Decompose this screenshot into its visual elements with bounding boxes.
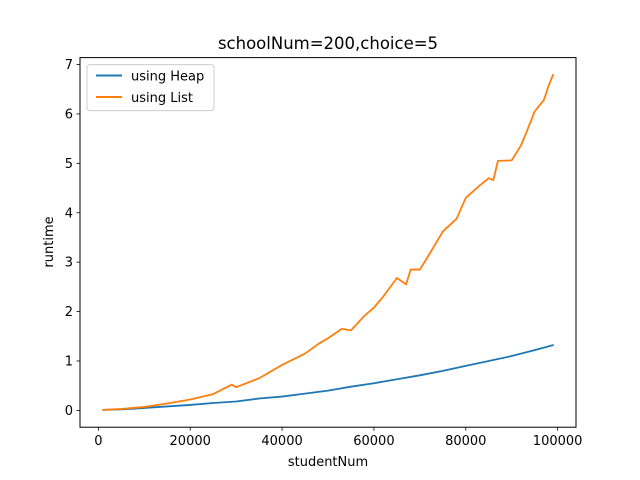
y-tick-label: 0: [65, 404, 73, 419]
y-tick-label: 5: [65, 157, 73, 172]
series-layer: [102, 73, 554, 411]
x-tick-label: 80000: [445, 434, 486, 449]
y-tick-label: 6: [65, 107, 73, 122]
legend: using Heap using List: [86, 64, 215, 112]
x-tick-label: 100000: [533, 434, 583, 449]
y-tick-label: 4: [65, 206, 73, 221]
y-axis-label: runtime: [42, 216, 57, 267]
series-line-using-heap: [102, 344, 554, 411]
legend-label-using-heap: using Heap: [131, 70, 204, 85]
y-tick-label: 7: [65, 58, 73, 73]
y-tick-label: 3: [65, 256, 73, 271]
x-tick-label: 60000: [353, 434, 394, 449]
plot-area: 0 20000 40000 60000 80000 100000 0 1 2 3 4 5 6 7: [65, 57, 582, 449]
y-axis-ticks: 0 1 2 3 4 5 6 7: [65, 58, 80, 419]
legend-label-using-list: using List: [131, 91, 193, 106]
x-axis-ticks: 0 20000 40000 60000 80000 100000: [94, 427, 582, 449]
x-tick-label: 0: [94, 434, 102, 449]
series-line-using-list: [102, 73, 554, 411]
axes-frame: [79, 57, 577, 428]
x-tick-label: 40000: [261, 434, 302, 449]
chart-title: schoolNum=200,choice=5: [218, 34, 438, 53]
y-tick-label: 2: [65, 305, 73, 320]
y-tick-label: 1: [65, 354, 73, 369]
x-tick-label: 20000: [170, 434, 211, 449]
x-axis-label: studentNum: [288, 455, 368, 470]
